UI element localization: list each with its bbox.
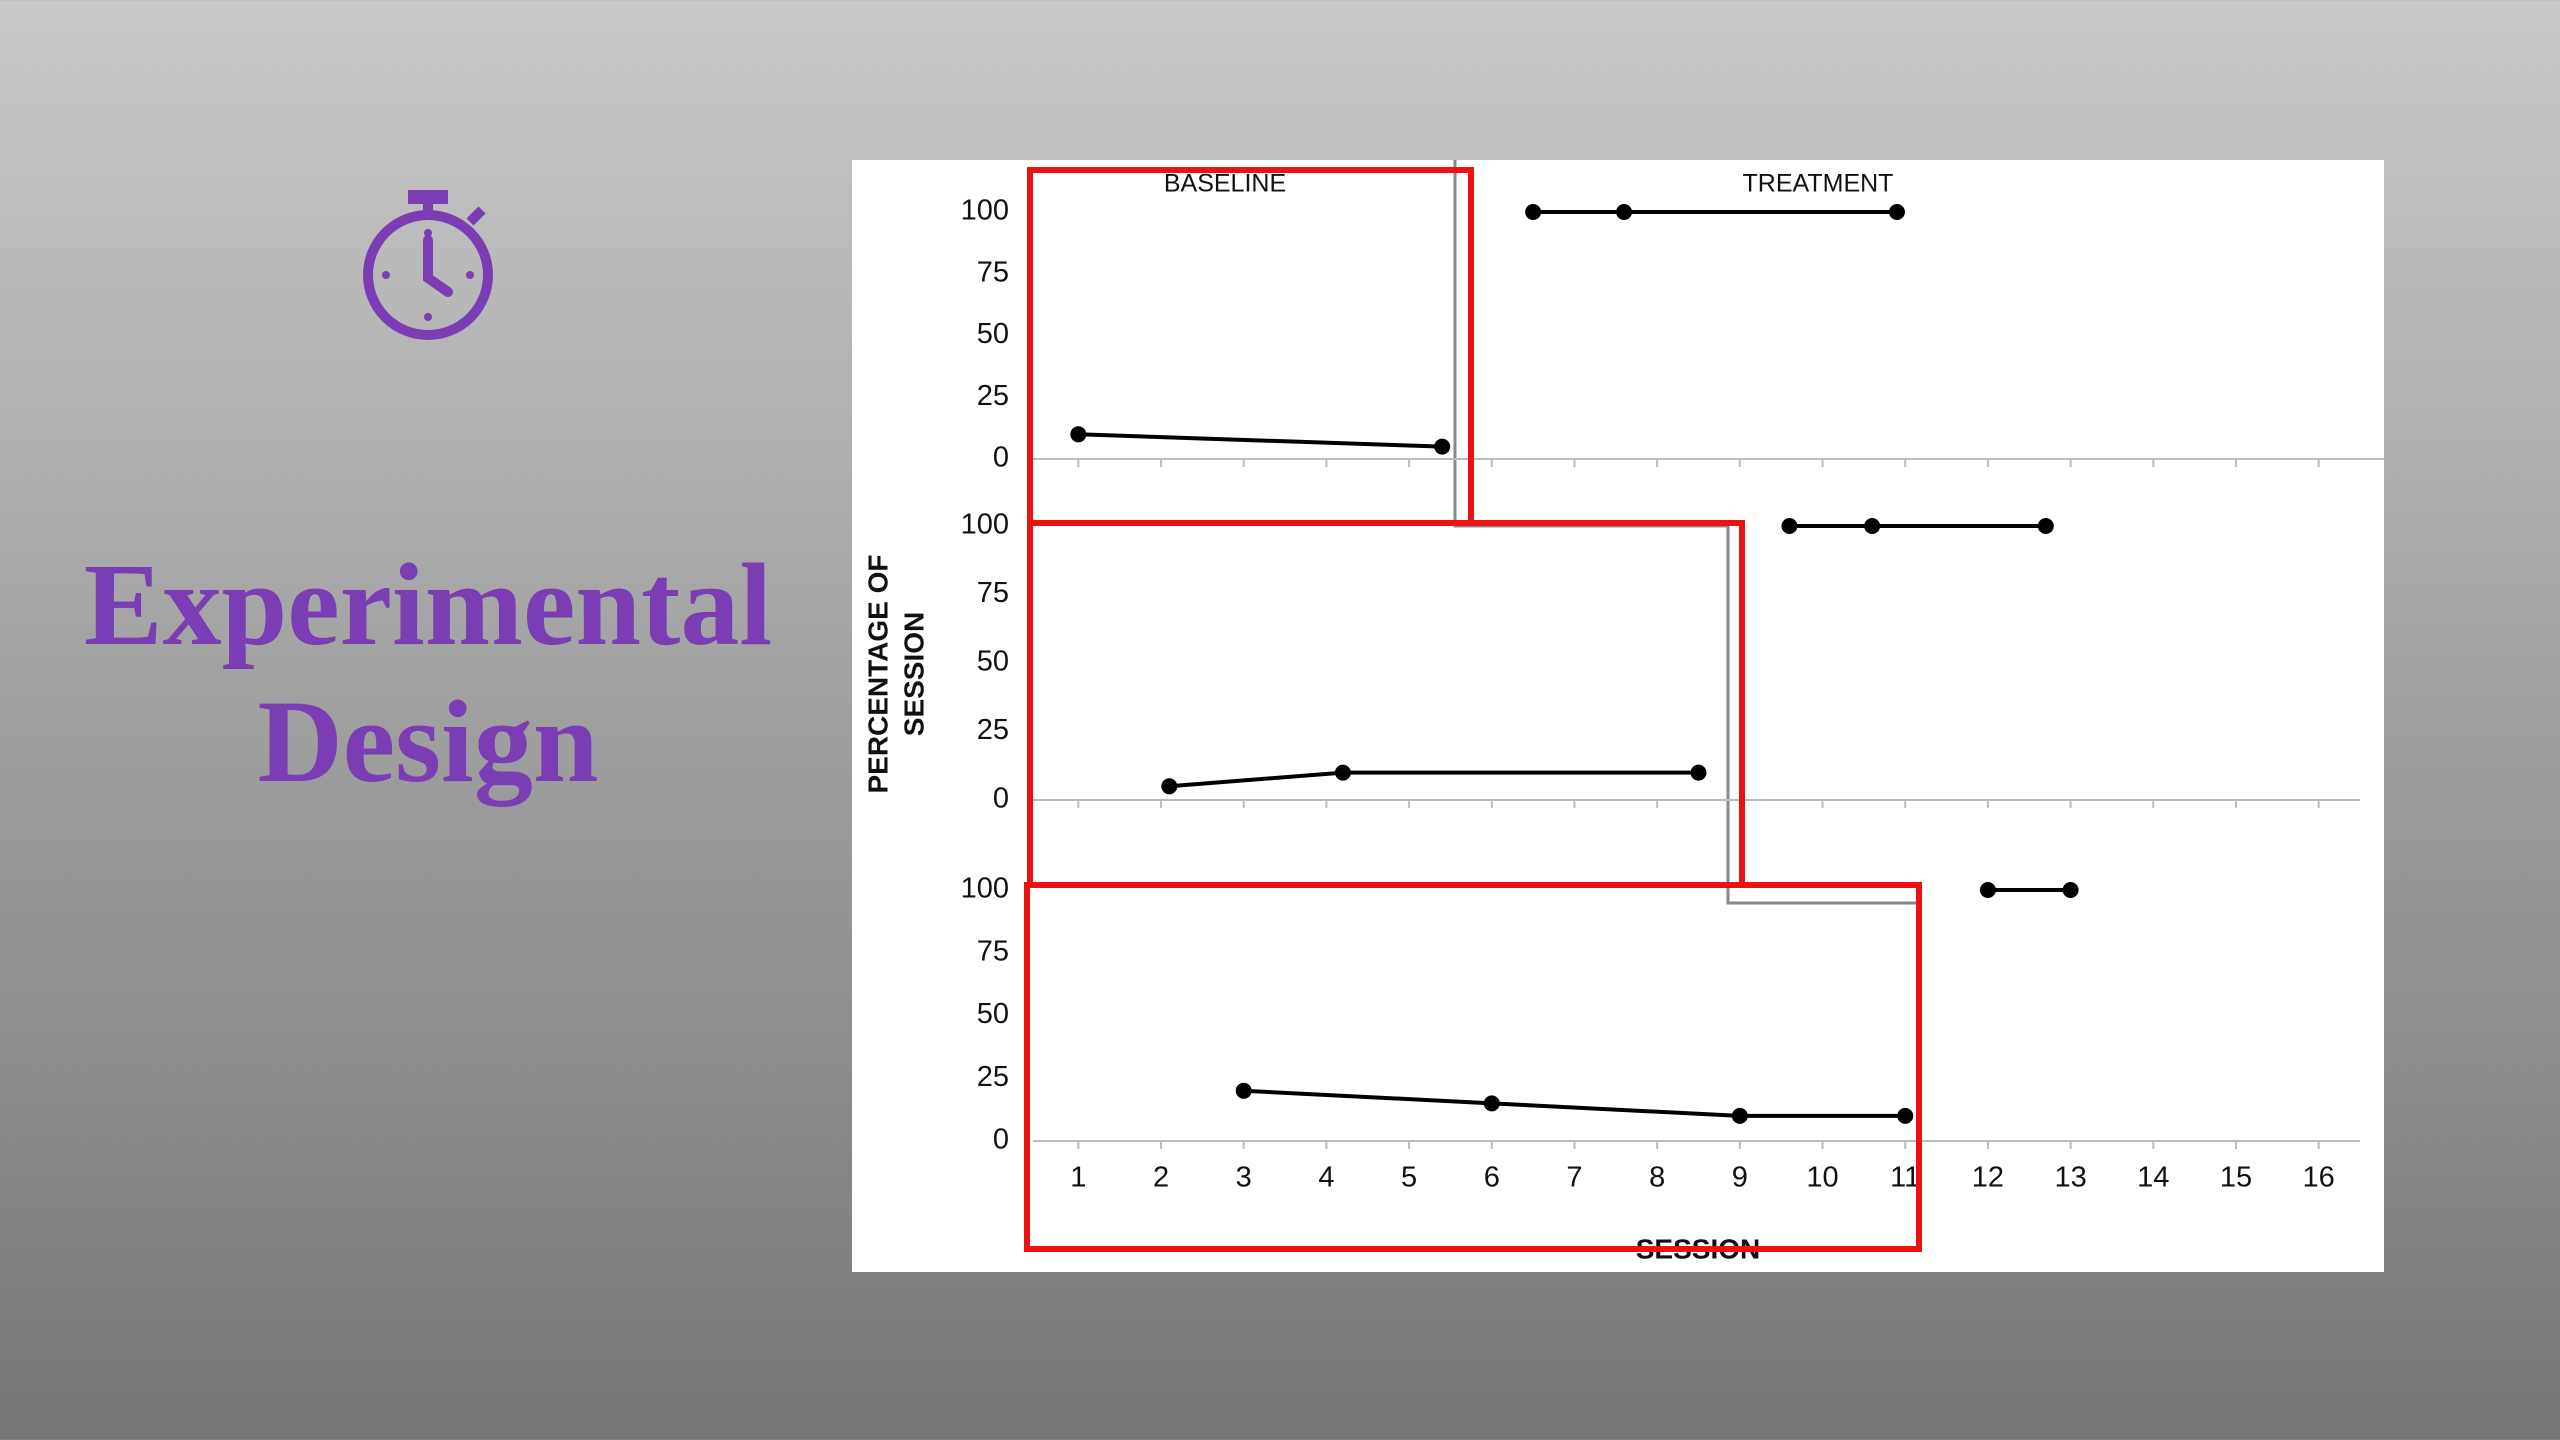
data-point	[1781, 518, 1798, 534]
y-tick-label: 75	[977, 256, 1009, 288]
x-tick-label: 11	[1890, 1162, 1920, 1194]
x-tick-label: 2	[1153, 1162, 1169, 1194]
y-tick-label: 25	[977, 1061, 1009, 1093]
y-tick-label: 0	[993, 442, 1009, 474]
x-tick-label: 8	[1649, 1162, 1665, 1194]
stopwatch-icon	[363, 190, 493, 340]
y-tick-label: 75	[977, 577, 1009, 609]
data-point	[1070, 426, 1087, 443]
data-point	[1235, 1082, 1252, 1099]
highlight-box	[1024, 882, 1922, 1252]
data-point	[2062, 882, 2079, 898]
y-tick-label: 100	[961, 509, 1009, 541]
data-point	[1864, 518, 1881, 534]
highlight-boxes	[1024, 167, 1922, 1252]
y-axis-label-line: PERCENTAGE OF	[862, 554, 893, 793]
x-tick-label: 5	[1401, 1162, 1417, 1194]
data-line	[1078, 432, 1443, 449]
data-point	[1483, 1095, 1500, 1112]
data-point	[1525, 204, 1542, 220]
x-tick-label: 13	[2054, 1162, 2086, 1194]
x-tick-label: 9	[1732, 1162, 1748, 1194]
x-tick-label: 10	[1806, 1162, 1838, 1194]
y-tick-label: 50	[977, 318, 1009, 350]
data-point	[1690, 764, 1707, 781]
x-tick-label: 3	[1236, 1162, 1252, 1194]
phase-label: BASELINE	[1164, 170, 1286, 198]
y-axis-label-line: SESSION	[898, 612, 929, 736]
y-tick-label: 75	[977, 935, 1009, 967]
slide-title: Experimental	[84, 539, 772, 670]
x-tick-label: 14	[2137, 1162, 2169, 1194]
y-tick-label: 50	[977, 646, 1009, 678]
y-tick-label: 25	[977, 380, 1009, 412]
y-axis-label: PERCENTAGE OF SESSION	[862, 554, 929, 793]
y-tick-label: 0	[993, 1124, 1009, 1156]
data-point	[1888, 204, 1905, 220]
y-tick-label: 100	[961, 195, 1009, 227]
data-line	[1243, 1088, 1906, 1118]
x-tick-label: 7	[1566, 1162, 1582, 1194]
data-point	[1731, 1107, 1748, 1124]
x-tick-label: 6	[1484, 1162, 1500, 1194]
x-tick-label: 4	[1318, 1162, 1334, 1194]
x-tick-label: 15	[2220, 1162, 2252, 1194]
data-point	[1161, 778, 1178, 795]
y-tick-label: 100	[961, 873, 1009, 905]
x-tick-label: 12	[1972, 1162, 2004, 1194]
y-tick-label: 25	[977, 714, 1009, 746]
slide-title: Design	[258, 676, 599, 807]
y-tick-label: 50	[977, 998, 1009, 1030]
phase-label: TREATMENT	[1743, 170, 1894, 198]
data-point	[1434, 438, 1451, 455]
x-tick-label: 1	[1070, 1162, 1086, 1194]
data-point	[1616, 204, 1633, 220]
data-point	[1979, 882, 1996, 898]
x-tick-label: 16	[2303, 1162, 2335, 1194]
data-point	[1897, 1107, 1914, 1124]
data-point	[1334, 764, 1351, 781]
y-tick-label: 0	[993, 783, 1009, 815]
data-point	[2037, 518, 2054, 534]
chart-background	[852, 160, 2384, 1272]
